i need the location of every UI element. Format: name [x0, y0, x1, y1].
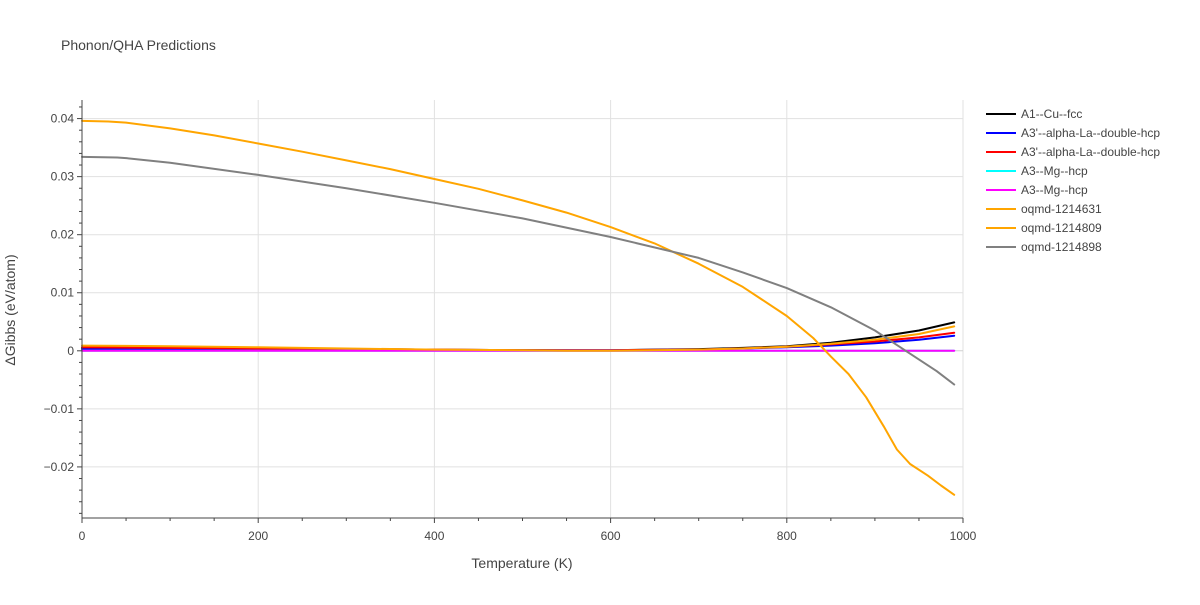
x-tick-label: 400: [424, 529, 444, 543]
y-tick-label: −0.02: [44, 460, 75, 474]
legend-label: A3--Mg--hcp: [1021, 183, 1088, 197]
legend: A1--Cu--fcc A3'--alpha-La--double-hcp A3'-…: [986, 107, 1160, 254]
x-tick-label: 0: [79, 529, 86, 543]
x-tick-label: 600: [601, 529, 621, 543]
grid: [82, 100, 964, 518]
legend-label: oqmd-1214809: [1021, 221, 1102, 235]
chart-title: Phonon/QHA Predictions: [61, 37, 216, 53]
legend-item-2: A3'--alpha-La--double-hcp: [986, 145, 1160, 159]
x-axis-title: Temperature (K): [471, 555, 572, 571]
legend-label: oqmd-1214898: [1021, 240, 1102, 254]
legend-item-0: A1--Cu--fcc: [986, 107, 1082, 121]
y-tick-label: 0.04: [51, 112, 75, 126]
y-tick-label: 0.03: [51, 170, 75, 184]
series-line-5: [81, 325, 956, 352]
legend-item-5: oqmd-1214631: [986, 202, 1102, 216]
legend-label: A3'--alpha-La--double-hcp: [1021, 145, 1160, 159]
x-tick-label: 200: [248, 529, 268, 543]
plot-area: [81, 119, 956, 496]
axes: 0 200 400 600 800 1000 −0.02 −0.01 0 0.01 0.02 0.03…: [44, 100, 977, 543]
legend-item-7: oqmd-1214898: [986, 240, 1102, 254]
series-line-6: [81, 119, 956, 496]
x-tick-label: 1000: [950, 529, 977, 543]
legend-item-6: oqmd-1214809: [986, 221, 1102, 235]
y-axis-title: ΔGibbs (eV/atom): [2, 254, 18, 365]
legend-label: A3'--alpha-La--double-hcp: [1021, 126, 1160, 140]
y-tick-label: 0.02: [51, 228, 75, 242]
legend-item-3: A3--Mg--hcp: [986, 164, 1088, 178]
x-tick-label: 800: [777, 529, 797, 543]
legend-label: oqmd-1214631: [1021, 202, 1102, 216]
y-tick-label: −0.01: [44, 402, 75, 416]
y-tick-label: 0.01: [51, 286, 75, 300]
series-line-7: [81, 155, 956, 386]
legend-item-4: A3--Mg--hcp: [986, 183, 1088, 197]
legend-label: A3--Mg--hcp: [1021, 164, 1088, 178]
legend-item-1: A3'--alpha-La--double-hcp: [986, 126, 1160, 140]
legend-label: A1--Cu--fcc: [1021, 107, 1082, 121]
y-tick-label: 0: [67, 344, 74, 358]
